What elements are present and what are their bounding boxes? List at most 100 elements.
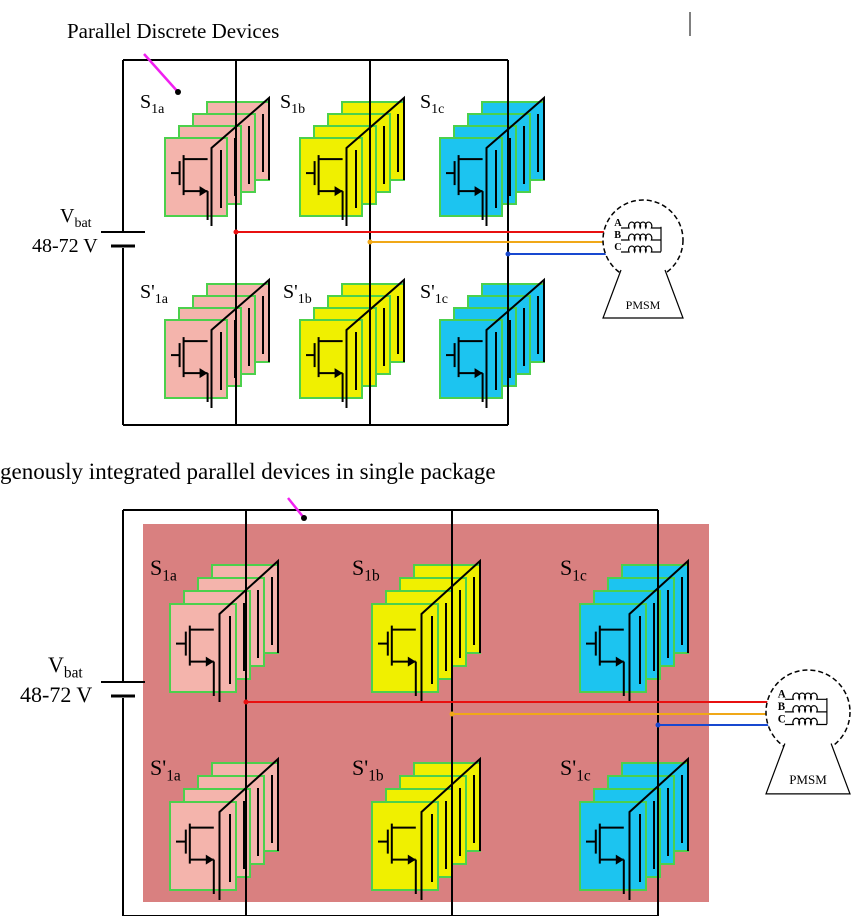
phase-label: A [614, 218, 622, 229]
arrow [474, 368, 483, 379]
arrow [407, 656, 416, 667]
arrow [205, 656, 214, 667]
top-label: Parallel Discrete Devices [67, 19, 279, 43]
source-label: Vbat [48, 652, 83, 682]
circuit [101, 59, 851, 916]
label-main: S' [140, 281, 155, 303]
junction [655, 722, 661, 728]
switch-label: S'1c [560, 755, 591, 785]
motor-base [765, 743, 851, 795]
junction [243, 699, 249, 705]
switch-label: S1c [420, 91, 444, 117]
device-plate [439, 137, 503, 217]
coil [621, 221, 661, 230]
switch-label: S1a [140, 91, 165, 117]
switch-label: S1c [560, 555, 587, 585]
label-sub: 1c [435, 292, 448, 307]
label-sub: 1b [291, 102, 305, 117]
label-sub: 1b [364, 568, 380, 585]
label-sub: 1a [155, 292, 169, 307]
arrow [199, 368, 208, 379]
switch-label: S'1c [420, 281, 448, 307]
device-plate [169, 603, 237, 693]
arrow [334, 186, 343, 197]
switch-label: S'1b [352, 755, 384, 785]
label-sub: 1c [572, 568, 587, 585]
device-plate [371, 801, 439, 891]
phase-label: C [778, 714, 786, 726]
pointer-head [175, 89, 181, 95]
label-sub: 1b [368, 768, 384, 785]
device-frame [210, 277, 270, 408]
pointer [143, 53, 179, 93]
label-sub: 1c [576, 768, 591, 785]
label-sub: 1a [162, 568, 177, 585]
junction [233, 229, 239, 235]
switch-label: S'1a [150, 755, 181, 785]
device-plate [164, 137, 228, 217]
arrow [615, 656, 624, 667]
coil [784, 717, 827, 726]
coil [621, 245, 661, 254]
device-frame [485, 277, 545, 408]
label-main: S [352, 555, 364, 580]
label-main: S [560, 555, 572, 580]
device-plate [299, 319, 363, 399]
motor-label: PMSM [789, 772, 827, 787]
device-frame [420, 756, 481, 900]
device-frame [218, 756, 279, 900]
motor-base [602, 269, 684, 319]
device-frame [218, 558, 279, 702]
label-main: V [48, 652, 64, 677]
label-sub: 1a [151, 102, 165, 117]
arrow [334, 368, 343, 379]
arrow [615, 854, 624, 865]
source-voltage: 48-72 V [32, 235, 98, 257]
source-label: Vbat [60, 205, 92, 231]
phase-label: B [778, 701, 786, 713]
device-plate [579, 603, 647, 693]
junction [449, 711, 455, 717]
phase-label: C [614, 242, 621, 253]
label-main: S' [352, 755, 368, 780]
switch-label: S1b [352, 555, 380, 585]
device-plate [371, 603, 439, 693]
arrow [407, 854, 416, 865]
arrow [474, 186, 483, 197]
label-sub: 1b [298, 292, 312, 307]
pointer [287, 497, 305, 519]
motor-label: PMSM [626, 298, 661, 312]
device-frame [485, 95, 545, 226]
coil [784, 705, 827, 714]
source-voltage: 48-72 V [20, 682, 92, 707]
junction [367, 239, 373, 245]
arrow [205, 854, 214, 865]
bottom-label: genously integrated parallel devices in … [0, 459, 496, 484]
label-main: S' [420, 281, 435, 303]
label-sub: bat [74, 216, 91, 231]
junction [505, 251, 511, 257]
device-plate [579, 801, 647, 891]
label-main: S [280, 91, 291, 113]
switch-label: S1b [280, 91, 305, 117]
pointer-head [301, 515, 307, 521]
device-plate [164, 319, 228, 399]
label-main: S' [150, 755, 166, 780]
motor [602, 199, 684, 281]
coil [784, 692, 827, 701]
label-main: S [420, 91, 431, 113]
device-frame [345, 95, 405, 226]
device-frame [210, 95, 270, 226]
switch-label: S'1a [140, 281, 169, 307]
device-plate [169, 801, 237, 891]
phase-label: A [778, 688, 786, 700]
label-sub: 1a [166, 768, 181, 785]
device-plate [299, 137, 363, 217]
device-frame [420, 558, 481, 702]
label-sub: 1c [431, 102, 444, 117]
arrow [199, 186, 208, 197]
coil [621, 233, 661, 242]
phase-label: B [614, 230, 621, 241]
switch-label: S1a [150, 555, 177, 585]
